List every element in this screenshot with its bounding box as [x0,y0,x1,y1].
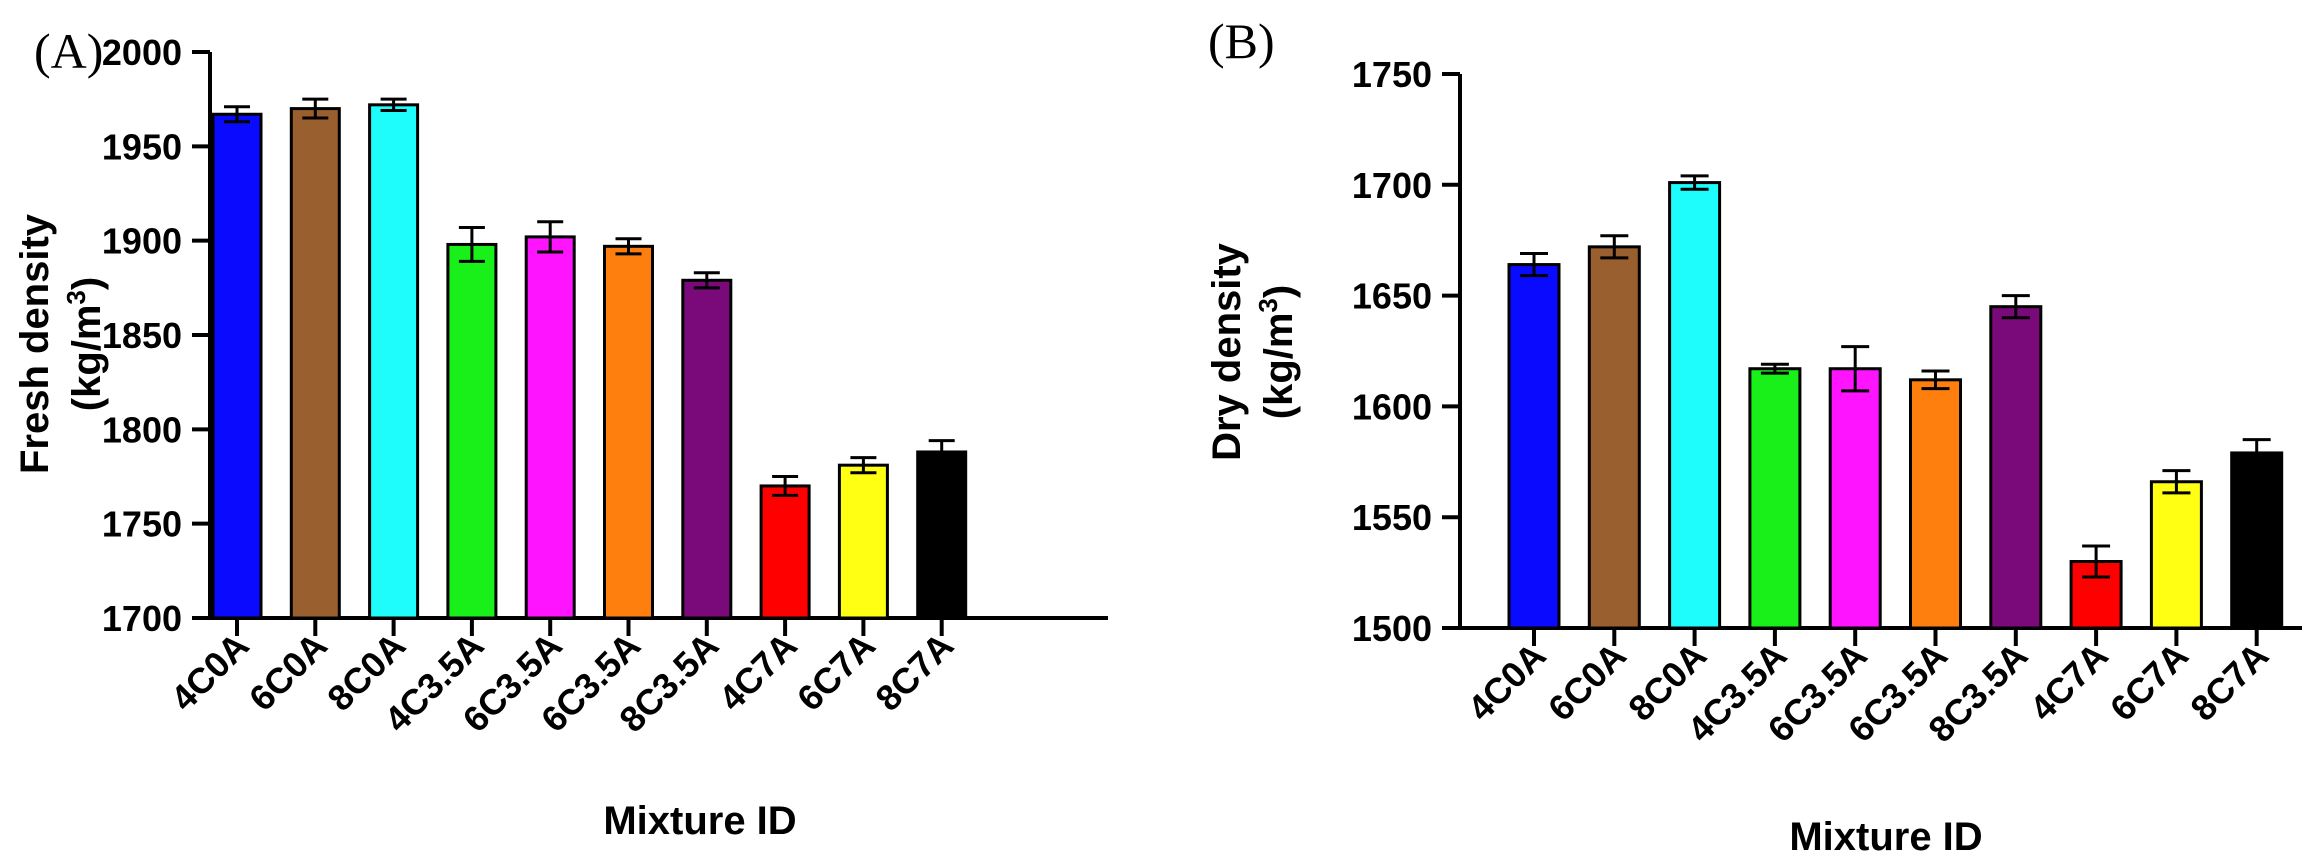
panel-b-ylabel-close: ) [1257,285,1301,298]
panel-a-ytick-label: 1800 [102,409,182,450]
panel-b-ytick-label: 1650 [1352,276,1432,317]
panel-b-bar [1989,305,2043,630]
panel-a-bar [289,107,341,620]
panel-b-ytick-label: 1750 [1352,54,1432,95]
panel-a-bar [603,244,654,620]
panel-b-category-label: 8C7A [2182,635,2276,729]
panel-a-category-label: 4C7A [711,625,805,719]
panel-a-bar [368,103,420,620]
panel-b-ylabel-unit: (kg/m [1257,313,1301,420]
panel-a-ytick-label: 2000 [102,32,182,73]
panel-b-bar [2230,451,2284,630]
panel-b-category-label: 6C7A [2102,635,2196,729]
panel-a-xlabel: Mixture ID [603,799,796,843]
panel-a-ylabel-close: ) [65,277,109,290]
panel-a-ytick-label: 1850 [102,315,182,356]
panel-b-bar [1748,367,1802,630]
panel-a-ytick-label: 1900 [102,221,182,262]
panel-b-ylabel-line1: Dry density [1205,242,1249,461]
panel-a-category-label: 6C0A [241,625,335,719]
panel-b-category-label: 4C0A [1460,635,1554,729]
panel-b-ytick-label: 1600 [1352,386,1432,427]
panel-b-bar [1587,245,1641,630]
panel-a-bar [681,278,733,620]
panel-b-bar [1828,367,1882,630]
panel-a-bar [916,450,968,620]
panel-a-ytick-label: 1700 [102,598,182,639]
panel-b-bar [2149,480,2203,630]
panel-a-bar [759,484,811,620]
panel-b-bar [1909,378,1962,630]
panel-a-ylabel-unit: (kg/m [65,305,109,412]
panel-b-bar [1507,263,1561,630]
panel-a-bar [446,242,498,620]
panel-a-ylabel-sup: 3 [61,290,91,304]
panel-b-ylabel-sup: 3 [1253,298,1283,312]
panel-a-ytick-label: 1950 [102,126,182,167]
panel-b-ytick-label: 1700 [1352,165,1432,206]
panel-b-ytick-label: 1500 [1352,608,1432,649]
panel-a-ylabel-line2: (kg/m3) [61,277,109,411]
panel-a-label: (A) [34,23,103,79]
panel-a-ytick-label: 1750 [102,504,182,545]
panel-a: (A) Fresh density (kg/m3) Mixture ID 170… [13,23,1108,843]
panel-a-bar [524,235,576,620]
panel-a-category-label: 6C7A [789,625,883,719]
panel-a-ylabel-line1: Fresh density [13,213,57,474]
panel-b: (B) Dry density (kg/m3) Mixture ID 1500 1… [1205,13,2302,859]
panel-b-ytick-label: 1550 [1352,497,1432,538]
panel-b-label: (B) [1208,13,1275,69]
panel-b-category-label: 6C0A [1540,635,1634,729]
panel-b-ylabel-line2: (kg/m3) [1253,285,1301,419]
panel-b-bar [1668,181,1722,630]
panel-b-category-label: 4C7A [2022,635,2116,729]
panel-a-bar [211,112,263,620]
panel-a-bar [837,463,889,620]
panel-a-category-label: 8C7A [867,625,961,719]
panel-b-xlabel: Mixture ID [1789,815,1982,859]
